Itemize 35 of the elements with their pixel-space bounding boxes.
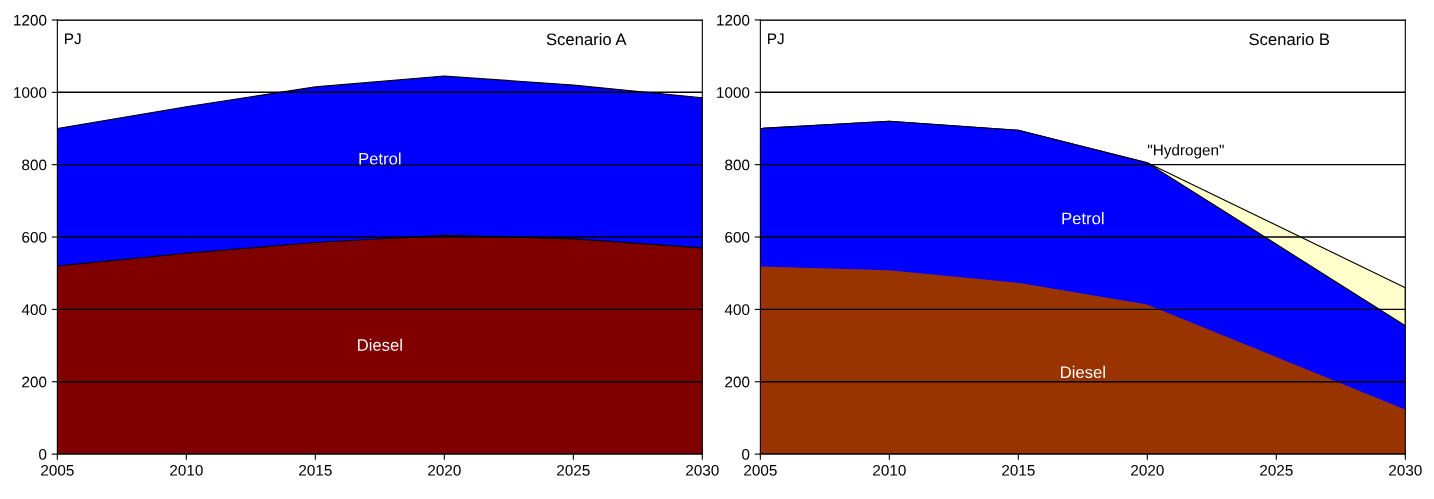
y-tick-label: 1200 [717, 14, 750, 26]
x-tick-label: 2020 [1131, 464, 1164, 476]
x-tick-label: 2010 [170, 464, 203, 476]
y-tick-label: 600 [725, 231, 750, 243]
y-tick-label: 200 [725, 376, 750, 388]
series-label: Diesel [358, 338, 402, 351]
y-tick-label: 1200 [14, 14, 47, 26]
y-axis-title: PJ [768, 33, 784, 45]
y-tick-label: 200 [22, 376, 47, 388]
series-label: Diesel [1061, 365, 1105, 379]
x-tick-label: 2030 [686, 464, 719, 476]
y-tick-label: 800 [725, 159, 750, 171]
y-tick-label: 0 [39, 448, 47, 460]
x-tick-label: 2030 [1389, 464, 1422, 476]
y-tick-label: 600 [22, 231, 47, 243]
x-tick-label: 2015 [299, 464, 332, 476]
y-tick-label: 400 [724, 304, 750, 316]
series-label: "Hydrogen" [1147, 144, 1224, 159]
x-tick-label: 2015 [1002, 464, 1035, 476]
x-tick-label: 2010 [873, 464, 906, 476]
y-tick-label: 1000 [717, 87, 750, 98]
x-tick-label: 2025 [557, 464, 590, 476]
series-label: Petrol [1062, 212, 1104, 225]
x-tick-label: 2005 [41, 464, 74, 476]
y-tick-label: 0 [742, 448, 750, 460]
x-tick-label: 2005 [744, 464, 777, 476]
y-tick-label: 800 [22, 159, 47, 171]
series-label: Petrol [359, 152, 401, 165]
y-axis-title: PJ [65, 33, 81, 45]
x-tick-label: 2025 [1260, 464, 1293, 476]
y-tick-label: 1000 [14, 87, 47, 98]
x-tick-label: 2020 [428, 464, 461, 476]
text: Scenario A [546, 32, 627, 46]
y-tick-label: 400 [21, 304, 47, 316]
text: Scenario B [1249, 32, 1330, 46]
